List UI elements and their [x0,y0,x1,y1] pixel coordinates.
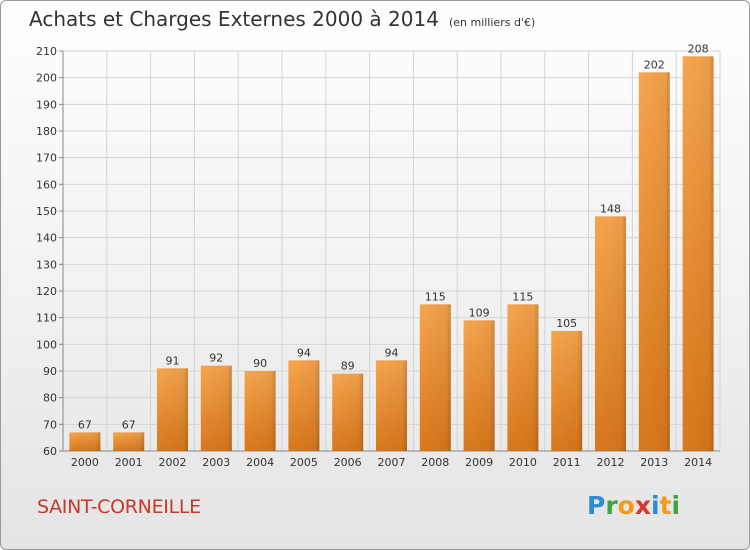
x-tick-label: 2004 [246,456,274,469]
logo-letter: t [659,491,672,520]
bars-layer [69,56,714,451]
data-label: 94 [385,346,399,359]
y-tick-label: 210 [36,45,57,58]
x-tick-label: 2013 [640,456,668,469]
bar-shade [638,72,670,451]
bar-shade [113,432,145,451]
x-tick-label: 2010 [509,456,537,469]
y-tick-label: 60 [43,445,57,458]
data-label: 115 [425,290,446,303]
data-label: 90 [253,357,267,370]
y-tick-label: 150 [36,205,57,218]
x-tick-label: 2002 [159,456,187,469]
x-tick-label: 2008 [421,456,449,469]
data-label: 148 [600,202,621,215]
data-label: 67 [78,418,92,431]
y-tick-label: 110 [36,312,57,325]
data-label: 105 [556,317,577,330]
bar-shade [595,216,626,451]
data-label: 202 [644,58,665,71]
x-tick-label: 2006 [334,456,362,469]
y-tick-label: 70 [43,418,57,431]
bar-shade [332,373,364,451]
bar-shade [682,56,714,451]
chart-title-text: Achats et Charges Externes 2000 à 2014 [29,7,439,31]
logo-letter: i [651,491,660,520]
y-tick-label: 80 [43,392,57,405]
commune-name: SAINT-CORNEILLE [37,496,201,518]
bar-shade [244,371,276,451]
bar-shade [288,360,320,451]
y-tick-label: 190 [36,98,57,111]
bar-shade [69,432,101,451]
logo-letter: r [605,491,618,520]
y-tick-label: 180 [36,125,57,138]
x-tick-label: 2007 [378,456,406,469]
data-label: 208 [688,42,709,55]
x-tick-label: 2012 [597,456,625,469]
y-tick-label: 90 [43,365,57,378]
y-tick-label: 160 [36,178,57,191]
y-tick-label: 120 [36,285,57,298]
bar-shade [507,304,539,451]
data-label: 109 [469,306,490,319]
x-tick-label: 2014 [684,456,712,469]
logo-letter: P [587,491,606,520]
bar-shade [463,320,495,451]
logo-letter: x [634,491,651,520]
bar-shade [376,360,407,451]
data-label: 94 [297,346,311,359]
bar-shade [157,368,188,451]
data-label: 67 [122,418,136,431]
y-tick-label: 200 [36,72,57,85]
x-tick-label: 2001 [115,456,143,469]
logo-letter: i [671,491,681,520]
x-tick-label: 2000 [71,456,99,469]
data-label: 91 [166,354,180,367]
proxiti-logo: Proxiti [587,491,680,520]
chart-title: Achats et Charges Externes 2000 à 2014 (e… [29,7,535,31]
x-tick-label: 2003 [202,456,230,469]
y-tick-label: 100 [36,338,57,351]
labels-layer: 60 70 80 90 100 110 120 130 140 150 160 170 180 190 20… [36,42,712,469]
y-tick-label: 130 [36,258,57,271]
x-tick-label: 2009 [465,456,493,469]
x-tick-label: 2011 [553,456,581,469]
bar-shade [551,331,583,451]
data-label: 89 [341,360,355,373]
logo-letter: o [617,491,635,520]
chart-subtitle: (en milliers d'€) [448,16,536,29]
bar-shade [419,304,451,451]
x-tick-label: 2005 [290,456,318,469]
data-label: 92 [209,352,223,365]
data-label: 115 [512,290,533,303]
y-tick-label: 170 [36,152,57,165]
bar-shade [200,365,232,451]
y-tick-label: 140 [36,232,57,245]
